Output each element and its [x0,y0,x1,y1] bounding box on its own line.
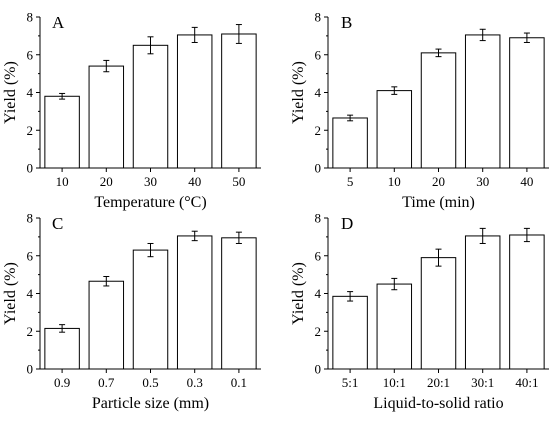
y-axis-label: Yield (%) [2,61,19,124]
bar [176,34,213,169]
chart-panel-c: 0 2 4 6 8 0.9 0.7 0.5 0.3 0.1 Particle size (mm) Yi… [2,211,261,412]
y-tick-label: 4 [27,85,34,100]
y-tick-label: 0 [27,362,34,377]
y-tick-label: 2 [315,324,322,339]
bar [176,235,213,370]
bar [132,249,169,370]
bar [88,65,125,169]
y-tick-label: 6 [315,47,322,62]
x-tick-label: 40 [520,174,533,189]
y-tick-label: 6 [27,47,34,62]
y-tick-label: 0 [315,161,322,176]
x-tick-label: 5 [347,174,354,189]
bar [44,95,80,169]
panel-label: B [341,13,352,32]
y-axis-label: Yield (%) [290,61,307,124]
x-tick-label: 20 [432,174,445,189]
panel-label: D [341,214,353,233]
panel-label: A [52,13,65,32]
bar [420,52,457,169]
x-tick-label: 30 [476,174,489,189]
x-tick-label: 40:1 [515,375,538,390]
y-tick-label: 8 [315,211,322,226]
x-tick-label: 10 [388,174,401,189]
x-tick-label: 0.3 [187,375,203,390]
y-tick-label: 4 [315,85,322,100]
x-tick-label: 30:1 [471,375,494,390]
bar [221,33,257,169]
chart-panel-b: 0 2 4 6 8 5 10 20 30 40 Time (min) Yield (%) B [290,10,549,211]
x-tick-label: 0.1 [231,375,247,390]
x-axis-label: Liquid-to-solid ratio [373,395,503,412]
x-axis-label: Time (min) [402,194,475,211]
x-tick-label: 10:1 [383,375,406,390]
x-tick-label: 0.9 [54,375,70,390]
bar [44,327,80,370]
bar [332,117,368,169]
bar [509,234,545,370]
bar [332,295,368,370]
x-tick-label: 0.7 [98,375,115,390]
bar [88,280,125,370]
y-tick-label: 8 [27,10,34,25]
x-tick-label: 10 [56,174,69,189]
x-tick-label: 30 [144,174,157,189]
chart-panel-a: 0 2 4 6 8 10 20 30 40 50 Temperature (°C) Yield (%)… [2,10,261,211]
chart-panel-d: 0 2 4 6 8 5:1 10:1 20:1 30:1 40:1 Liquid-to-solid … [290,211,549,412]
y-tick-label: 0 [27,161,34,176]
x-axis-label: Particle size (mm) [92,395,209,412]
y-tick-label: 8 [27,211,34,226]
bar [509,37,545,169]
bar [464,235,501,370]
y-tick-label: 0 [315,362,322,377]
x-axis-label: Temperature (°C) [94,194,206,211]
x-tick-label: 5:1 [342,375,359,390]
x-tick-label: 20:1 [427,375,450,390]
bar [221,237,257,370]
y-axis-label: Yield (%) [290,262,307,325]
x-tick-label: 0.5 [142,375,158,390]
y-tick-label: 6 [27,248,34,263]
y-tick-label: 4 [27,286,34,301]
bar [420,257,457,370]
y-tick-label: 2 [27,123,34,138]
y-axis-label: Yield (%) [2,262,19,325]
bar [464,34,501,169]
panel-label: C [52,214,63,233]
x-tick-label: 50 [232,174,245,189]
bar [376,90,413,169]
bar [132,44,169,169]
x-tick-label: 40 [188,174,201,189]
bar [376,283,413,370]
x-tick-label: 20 [100,174,113,189]
y-tick-label: 8 [315,10,322,25]
y-tick-label: 2 [27,324,34,339]
y-tick-label: 4 [315,286,322,301]
y-tick-label: 2 [315,123,322,138]
y-tick-label: 6 [315,248,322,263]
